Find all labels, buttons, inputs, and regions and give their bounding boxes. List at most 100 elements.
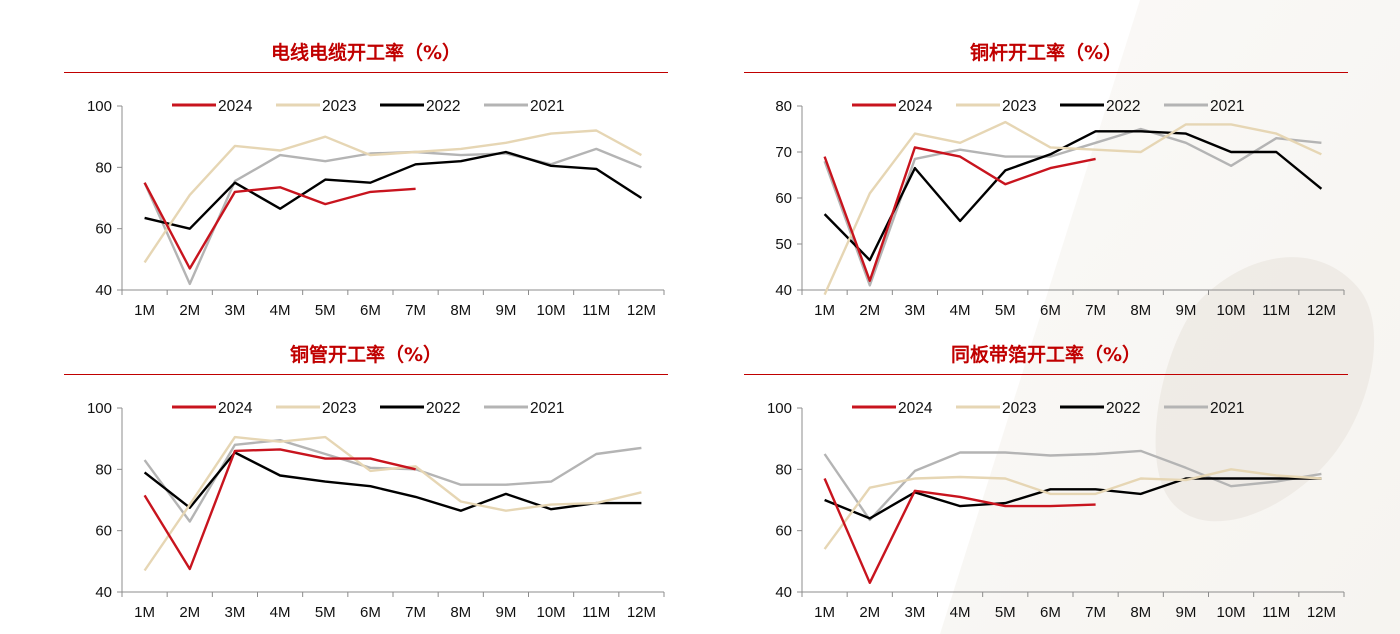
y-tick-label: 100 [767, 400, 792, 417]
x-tick-label: 5M [995, 604, 1016, 621]
y-tick-label: 70 [775, 144, 792, 161]
x-tick-label: 1M [814, 302, 835, 319]
x-tick-label: 2M [859, 604, 880, 621]
legend-label: 2024 [898, 98, 933, 115]
x-tick-label: 6M [1040, 302, 1061, 319]
x-tick-label: 4M [950, 604, 971, 621]
x-tick-label: 10M [1216, 302, 1245, 319]
x-tick-label: 8M [450, 604, 471, 621]
x-tick-label: 11M [582, 302, 610, 319]
chart-title: 电线电缆开工率（%） [270, 42, 462, 64]
chart-title: 铜杆开工率（%） [969, 42, 1123, 64]
title-underline [744, 374, 1348, 375]
series-line-2023 [143, 129, 642, 264]
legend-label: 2023 [322, 400, 356, 417]
y-tick-label: 80 [775, 461, 792, 478]
x-tick-label: 9M [1175, 604, 1196, 621]
x-tick-label: 9M [1175, 302, 1196, 319]
x-tick-label: 9M [495, 302, 516, 319]
x-tick-label: 3M [904, 302, 925, 319]
x-tick-label: 4M [270, 302, 291, 319]
y-tick-label: 40 [95, 584, 112, 601]
line-chart: 40 50 60 70 80 1M 2M 3M 4M 5M 6M 7M 8M 9M 10M 11M 12M 202… [775, 98, 1345, 319]
legend-label: 2021 [530, 400, 564, 417]
x-tick-label: 1M [814, 604, 835, 621]
legend-label: 2024 [898, 400, 933, 417]
y-tick-label: 80 [95, 159, 112, 176]
y-tick-label: 50 [775, 236, 792, 253]
series-line-2024 [823, 146, 1096, 283]
line-chart: 40 60 80 100 1M 2M 3M 4M 5M 6M 7M 8M 9M 10M 11M 12M 2024… [87, 98, 665, 319]
series-line-2021 [823, 449, 1322, 522]
x-tick-label: 6M [360, 302, 381, 319]
legend-label: 2023 [1002, 98, 1036, 115]
x-tick-label: 11M [1262, 302, 1290, 319]
x-tick-label: 10M [536, 604, 565, 621]
x-tick-label: 11M [1262, 604, 1290, 621]
x-tick-label: 12M [627, 604, 656, 621]
y-tick-label: 80 [95, 461, 112, 478]
x-tick-label: 1M [134, 302, 155, 319]
x-tick-label: 9M [495, 604, 516, 621]
series-line-2023 [143, 435, 642, 572]
wire-cable-panel: 电线电缆开工率（%） 40 60 80 100 1M 2M 3M 4M 5M 6M 7M 8M 9M 10… [64, 36, 668, 326]
x-tick-label: 6M [360, 604, 381, 621]
chart-title: 铜管开工率（%） [289, 344, 443, 366]
x-tick-label: 7M [405, 604, 426, 621]
legend-label: 2023 [1002, 400, 1036, 417]
chart-title: 同板带箔开工率（%） [950, 344, 1142, 366]
x-tick-label: 12M [1307, 604, 1336, 621]
x-tick-label: 4M [950, 302, 971, 319]
x-tick-label: 8M [450, 302, 471, 319]
x-tick-label: 3M [224, 604, 245, 621]
x-tick-label: 7M [1085, 302, 1106, 319]
title-underline [64, 72, 668, 73]
copper-tube-panel: 铜管开工率（%） 40 60 80 100 1M 2M 3M 4M 5M 6M 7M 8M 9M 10M 1… [64, 338, 668, 628]
x-tick-label: 10M [1216, 604, 1245, 621]
x-tick-label: 3M [224, 302, 245, 319]
series-line-2021 [143, 439, 642, 523]
x-tick-label: 7M [1085, 604, 1106, 621]
legend-label: 2021 [1210, 400, 1244, 417]
x-tick-label: 11M [582, 604, 610, 621]
y-tick-label: 40 [775, 584, 792, 601]
y-tick-label: 60 [775, 523, 792, 540]
y-tick-label: 100 [87, 98, 112, 115]
y-tick-label: 60 [95, 523, 112, 540]
series-line-2024 [823, 478, 1096, 585]
line-chart: 40 60 80 100 1M 2M 3M 4M 5M 6M 7M 8M 9M 10M 11M 12M 2024… [767, 400, 1345, 621]
x-tick-label: 4M [270, 604, 291, 621]
x-tick-label: 5M [995, 302, 1016, 319]
x-tick-label: 12M [1307, 302, 1336, 319]
series-line-2023 [823, 468, 1322, 550]
series-line-2022 [144, 150, 643, 230]
legend-label: 2024 [218, 98, 253, 115]
x-tick-label: 5M [315, 604, 336, 621]
legend-label: 2021 [530, 98, 564, 115]
legend-label: 2022 [1106, 400, 1140, 417]
series-line-2023 [823, 120, 1322, 296]
x-tick-label: 12M [627, 302, 656, 319]
x-tick-label: 2M [859, 302, 880, 319]
series-line-2024 [143, 448, 416, 571]
title-underline [64, 374, 668, 375]
legend-label: 2024 [218, 400, 253, 417]
legend-label: 2023 [322, 98, 356, 115]
line-chart: 40 60 80 100 1M 2M 3M 4M 5M 6M 7M 8M 9M 10M 11M 12M 2024… [87, 400, 665, 621]
copper-strip-foil-panel: 同板带箔开工率（%） 40 60 80 100 1M 2M 3M 4M 5M 6M 7M 8M 9M 10… [744, 338, 1348, 628]
x-tick-label: 3M [904, 604, 925, 621]
x-tick-label: 8M [1130, 604, 1151, 621]
x-tick-label: 7M [405, 302, 426, 319]
x-tick-label: 10M [536, 302, 565, 319]
series-line-2022 [143, 451, 642, 512]
legend-label: 2022 [426, 400, 460, 417]
legend-label: 2022 [1106, 98, 1140, 115]
copper-rod-panel: 铜杆开工率（%） 40 50 60 70 80 1M 2M 3M 4M 5M 6M 7M 8M 9M 10M… [744, 36, 1348, 326]
x-tick-label: 2M [179, 302, 200, 319]
series-line-2022 [824, 477, 1322, 520]
title-underline [744, 72, 1348, 73]
y-tick-label: 60 [775, 190, 792, 207]
series-line-2024 [143, 182, 416, 270]
x-tick-label: 5M [315, 302, 336, 319]
y-tick-label: 40 [775, 282, 792, 299]
